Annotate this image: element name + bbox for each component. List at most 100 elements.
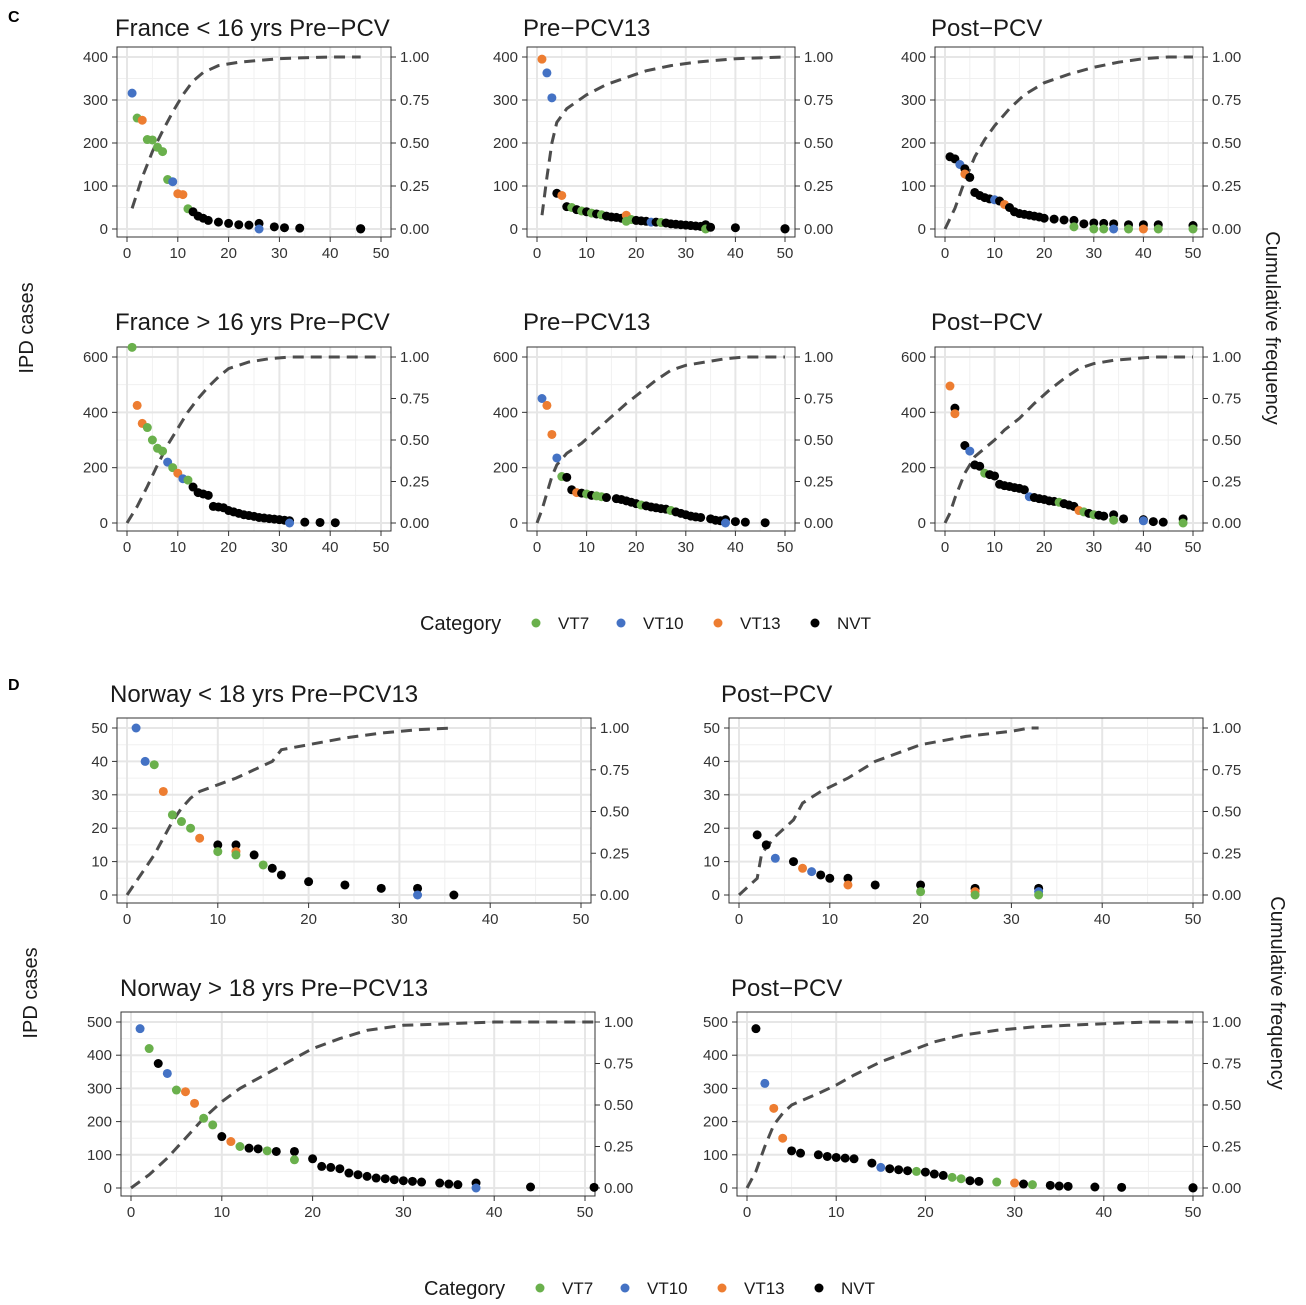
x-tick-label: 10 — [169, 539, 186, 556]
y2-tick-label: 0.50 — [604, 1097, 633, 1114]
data-point — [289, 1155, 299, 1165]
data-point — [1119, 514, 1129, 524]
y-tick-label: 40 — [91, 753, 108, 770]
y2-tick-label: 0.50 — [1212, 135, 1241, 152]
legend-label-vt10: VT10 — [643, 614, 684, 633]
x-tick-label: 20 — [1036, 245, 1053, 262]
x-tick-label: 20 — [917, 1204, 934, 1221]
data-point — [449, 890, 459, 900]
x-tick-label: 20 — [1036, 539, 1053, 556]
data-point — [149, 760, 159, 770]
x-tick-label: 0 — [735, 911, 743, 928]
data-point — [226, 1137, 236, 1147]
data-point — [371, 1173, 381, 1183]
y2-tick-label: 0.00 — [804, 221, 833, 238]
x-tick-label: 50 — [373, 539, 390, 556]
panel-title: Pre−PCV13 — [523, 309, 650, 336]
data-point — [142, 423, 152, 433]
y2-tick-label: 0.75 — [600, 762, 629, 779]
data-point — [760, 518, 770, 528]
data-point — [796, 1148, 806, 1158]
data-point — [770, 853, 780, 863]
y2-tick-label: 0.00 — [1212, 1180, 1241, 1197]
y-tick-label: 500 — [87, 1014, 112, 1031]
data-point — [203, 490, 213, 500]
y-tick-label: 200 — [83, 460, 108, 477]
y2-tick-label: 0.25 — [600, 845, 629, 862]
data-point — [696, 512, 706, 522]
data-point — [244, 220, 254, 230]
data-point — [389, 1175, 399, 1185]
y2-tick-label: 0.75 — [1212, 762, 1241, 779]
data-point — [752, 830, 762, 840]
data-point — [740, 517, 750, 527]
x-tick-label: 30 — [1085, 539, 1102, 556]
y-tick-label: 20 — [91, 820, 108, 837]
data-point — [178, 190, 188, 200]
data-point — [234, 220, 244, 230]
y-tick-label: 300 — [83, 92, 108, 109]
y2-tick-label: 1.00 — [1212, 49, 1241, 66]
y-tick-label: 200 — [901, 135, 926, 152]
plot-border — [526, 346, 796, 532]
data-point — [131, 723, 141, 733]
y-tick-label: 0 — [720, 1180, 728, 1197]
y2-tick-label: 0.25 — [1212, 474, 1241, 491]
x-tick-label: 10 — [209, 911, 226, 928]
y-tick-label: 200 — [493, 460, 518, 477]
y-tick-label: 400 — [703, 1047, 728, 1064]
y2-tick-label: 1.00 — [804, 349, 833, 366]
y-tick-label: 200 — [83, 135, 108, 152]
x-tick-label: 50 — [777, 539, 794, 556]
data-point — [453, 1180, 463, 1190]
chart-panel: 0 10 20 30 40 50 0 100 200 300 400 0.00 0.25 0.50 0.75… — [901, 15, 1241, 262]
data-point — [235, 1142, 245, 1151]
x-tick-label: 0 — [533, 245, 541, 262]
legends: Category VT7 VT10 VT13 NVT Category VT7 VT10 VT1… — [420, 613, 875, 1300]
data-point — [1188, 224, 1198, 234]
data-point — [279, 223, 289, 233]
data-point — [158, 446, 168, 456]
y-tick-label: 500 — [703, 1014, 728, 1031]
chart-panel: 0 10 20 30 40 50 0 100 200 300 400 0.00 0.25 0.50 0.75… — [493, 15, 833, 262]
data-point — [195, 833, 205, 843]
data-point — [1045, 1180, 1055, 1190]
cumulative-frequency-curve — [540, 55, 786, 216]
y2-tick-label: 0.00 — [400, 221, 429, 238]
x-tick-label: 50 — [373, 245, 390, 262]
x-tick-label: 30 — [1006, 1204, 1023, 1221]
y2-tick-label: 0.75 — [1212, 1056, 1241, 1073]
panel-title: Post−PCV — [721, 681, 832, 708]
data-point — [1090, 1182, 1100, 1192]
data-point — [356, 224, 366, 234]
y-tick-label: 600 — [83, 349, 108, 366]
y-tick-label: 0 — [712, 887, 720, 904]
data-point — [916, 887, 926, 897]
x-tick-label: 50 — [1185, 1204, 1202, 1221]
x-tick-label: 30 — [271, 539, 288, 556]
panel-title: Post−PCV — [931, 309, 1042, 336]
chart-panels: 0 10 20 30 40 5001002003004000.000.250.500.75… — [83, 15, 1241, 1221]
data-point — [1019, 485, 1029, 495]
y-tick-label: 10 — [703, 854, 720, 871]
data-point — [1109, 515, 1119, 525]
data-point — [231, 840, 241, 850]
x-tick-label: 10 — [578, 245, 595, 262]
x-tick-label: 0 — [123, 911, 131, 928]
y-tick-label: 200 — [703, 1114, 728, 1131]
x-tick-label: 20 — [300, 911, 317, 928]
data-point — [552, 453, 562, 463]
legend: Category VT7 VT10 VT13 NVT — [420, 613, 871, 635]
y-tick-label: 100 — [83, 178, 108, 195]
y2-tick-label: 0.75 — [1212, 391, 1241, 408]
y-tick-label: 10 — [91, 854, 108, 871]
x-tick-label: 30 — [677, 245, 694, 262]
x-tick-label: 10 — [828, 1204, 845, 1221]
data-point — [1138, 516, 1148, 526]
data-point — [825, 873, 835, 883]
y2-tick-label: 0.00 — [1212, 515, 1241, 532]
y2-tick-label: 0.75 — [1212, 92, 1241, 109]
data-point — [990, 471, 1000, 481]
y-tick-label: 300 — [493, 92, 518, 109]
panel-title: Pre−PCV13 — [523, 15, 650, 42]
